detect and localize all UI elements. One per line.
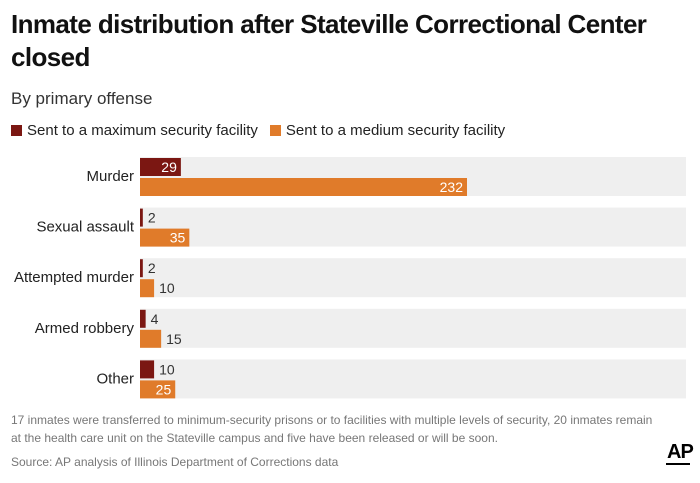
chart-note: 17 inmates were transferred to minimum-s… — [11, 413, 653, 445]
chart-subtitle: By primary offense — [11, 89, 153, 108]
chart-title: Inmate distribution after Stateville Cor… — [11, 9, 647, 72]
row-band-attempted-murder — [140, 258, 686, 298]
chart-legend: Sent to a maximum security facility Sent… — [11, 122, 517, 139]
value-label-med-murder: 232 — [440, 179, 464, 195]
bar-med-attempted-murder — [140, 279, 155, 298]
value-label-med-armed-robbery: 15 — [166, 331, 182, 347]
category-label-attempted-murder: Attempted murder — [14, 269, 134, 286]
row-band-other — [140, 359, 686, 399]
bar-med-armed-robbery — [140, 329, 162, 348]
value-label-max-sexual-assault: 2 — [148, 210, 156, 226]
category-label-sexual-assault: Sexual assault — [36, 219, 134, 236]
bar-max-sexual-assault — [140, 208, 143, 227]
row-band-sexual-assault — [140, 207, 686, 247]
value-label-max-attempted-murder: 2 — [148, 260, 156, 276]
value-label-max-murder: 29 — [161, 159, 177, 175]
legend-swatch-med — [269, 125, 281, 136]
bar-max-other — [140, 360, 155, 379]
ap-logo-underline — [666, 463, 690, 465]
bar-med-sexual-assault — [140, 228, 190, 247]
legend-item-max: Sent to a maximum security facility — [11, 122, 258, 139]
category-label-armed-robbery: Armed robbery — [35, 320, 135, 337]
value-label-med-sexual-assault: 35 — [170, 230, 186, 246]
ap-logo: AP — [667, 441, 694, 463]
chart-source: Source: AP analysis of Illinois Departme… — [11, 455, 339, 469]
legend-label-med: Sent to a medium security facility — [285, 122, 506, 139]
row-band-armed-robbery — [140, 308, 686, 348]
bar-med-other — [140, 380, 176, 399]
bar-max-murder — [140, 158, 181, 176]
bar-chart: Murder 29 232 Sexual assault 2 35 Attempted mu… — [14, 157, 686, 399]
value-label-med-other: 25 — [156, 381, 172, 397]
value-label-med-attempted-murder: 10 — [159, 280, 175, 296]
value-label-max-other: 10 — [159, 361, 175, 377]
bar-med-murder — [140, 178, 467, 196]
category-label-murder: Murder — [86, 168, 134, 185]
value-label-max-armed-robbery: 4 — [151, 311, 159, 327]
legend-label-max: Sent to a maximum security facility — [27, 122, 258, 139]
legend-swatch-max — [11, 125, 22, 136]
bar-max-armed-robbery — [140, 309, 146, 328]
category-label-other: Other — [96, 370, 134, 387]
bar-max-attempted-murder — [140, 259, 143, 278]
legend-item-med: Sent to a medium security facility — [269, 122, 506, 139]
